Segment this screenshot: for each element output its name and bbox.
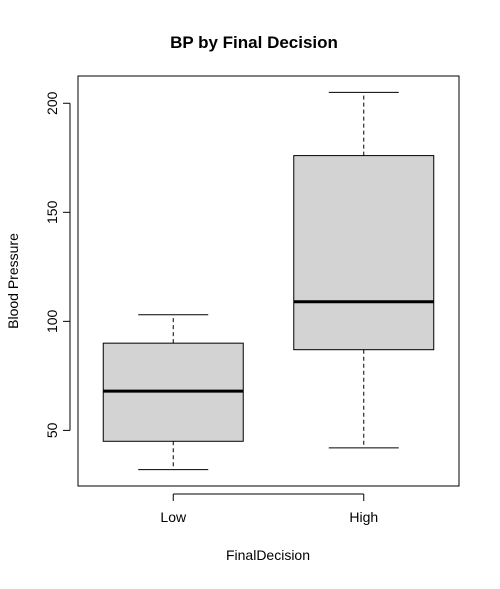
plot-frame — [77, 75, 460, 487]
y-axis-title: Blood Pressure — [5, 233, 21, 329]
y-axis: 50 100 150 200 — [44, 91, 71, 438]
y-tick-label: 200 — [44, 91, 60, 115]
x-tick-label: High — [349, 509, 378, 525]
box-low — [102, 314, 244, 471]
x-tick-label: Low — [160, 509, 187, 525]
chart-title: BP by Final Decision — [170, 33, 338, 52]
y-tick-label: 50 — [44, 422, 60, 438]
iqr-box — [293, 155, 435, 351]
x-axis-title: FinalDecision — [226, 547, 310, 563]
boxes-layer — [102, 91, 435, 471]
y-tick-label: 150 — [44, 200, 60, 224]
x-axis: Low High — [160, 493, 378, 525]
box-high — [293, 91, 435, 449]
y-tick-label: 100 — [44, 309, 60, 333]
